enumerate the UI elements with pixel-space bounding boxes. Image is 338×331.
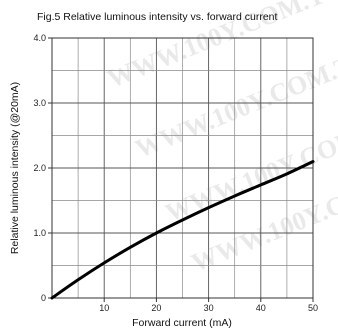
y-tick-labels: 0 1.0 2.0 3.0 4.0 xyxy=(33,33,52,303)
y-tick-label: 3.0 xyxy=(33,98,46,108)
x-tick-label: 10 xyxy=(99,303,109,313)
x-tick-labels: 10 20 30 40 50 xyxy=(99,298,318,313)
x-tick-label: 20 xyxy=(151,303,161,313)
x-tick-label: 40 xyxy=(256,303,266,313)
y-tick-label: 0 xyxy=(41,293,46,303)
x-tick-label: 30 xyxy=(204,303,214,313)
y-tick-label: 4.0 xyxy=(33,33,46,43)
x-axis-label: Forward current (mA) xyxy=(132,317,232,329)
x-tick-label: 50 xyxy=(308,303,318,313)
grid-lines xyxy=(52,38,313,298)
watermark-group: WWW.100Y.COM.TW WWW.100Y.COM.TW WWW.100Y… xyxy=(103,0,338,278)
y-tick-label: 2.0 xyxy=(33,163,46,173)
y-tick-label: 1.0 xyxy=(33,228,46,238)
y-axis-label: Relative luminous intensity (@20mA) xyxy=(9,82,21,254)
chart-title: Fig.5 Relative luminous intensity vs. fo… xyxy=(37,11,278,23)
